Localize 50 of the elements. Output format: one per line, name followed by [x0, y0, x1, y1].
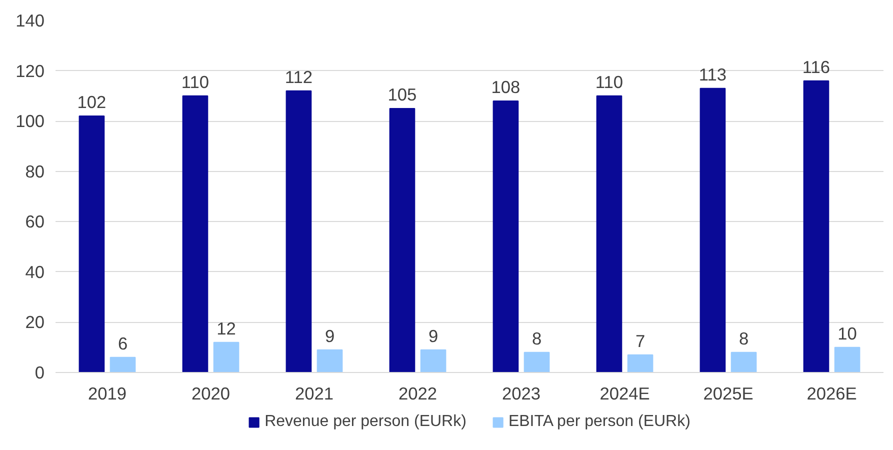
data-label: 110	[181, 72, 210, 92]
bar	[492, 100, 519, 372]
data-label: 12	[216, 318, 236, 338]
data-label: 9	[428, 326, 438, 346]
data-label: 112	[284, 66, 313, 87]
y-tick-label: 80	[25, 161, 45, 182]
x-tick-label: 2020	[191, 384, 230, 404]
bar	[182, 95, 208, 372]
data-label: 110	[595, 72, 624, 92]
bar	[700, 88, 726, 372]
bar	[420, 349, 446, 372]
x-tick-label: 2025E	[703, 384, 754, 404]
data-label: 9	[324, 326, 335, 346]
data-label: 8	[738, 328, 749, 348]
y-tick-label: 100	[16, 111, 45, 132]
bar	[286, 90, 312, 372]
data-label: 108	[491, 76, 520, 97]
bar	[78, 116, 105, 372]
x-tick-label: 2026E	[806, 384, 857, 404]
legend-label: Revenue per person (EURk)	[264, 413, 466, 431]
bar	[524, 352, 550, 372]
bar	[834, 346, 860, 372]
data-label: 113	[698, 64, 727, 84]
x-tick-label: 2019	[88, 384, 127, 404]
bar	[110, 356, 136, 372]
bar	[730, 352, 757, 372]
data-label: 7	[635, 330, 646, 351]
bar	[389, 108, 416, 372]
data-label: 6	[118, 333, 128, 354]
bar	[627, 354, 654, 372]
y-tick-label: 120	[16, 60, 45, 81]
data-label: 10	[838, 323, 857, 344]
data-label: 102	[77, 92, 106, 112]
bar	[213, 342, 240, 372]
data-label: 116	[802, 56, 830, 77]
data-label: 8	[532, 328, 542, 348]
y-tick-label: 40	[25, 262, 45, 282]
bar	[803, 80, 830, 372]
x-tick-label: 2022	[398, 384, 438, 404]
bar	[316, 349, 343, 372]
y-tick-label: 0	[34, 362, 45, 382]
x-tick-label: 2024E	[600, 384, 650, 404]
bar	[596, 95, 622, 372]
x-tick-label: 2021	[294, 384, 334, 404]
x-tick-label: 2023	[502, 384, 541, 404]
y-tick-label: 20	[25, 312, 45, 332]
y-tick-label: 140	[16, 10, 45, 30]
y-tick-label: 60	[25, 212, 45, 232]
data-label: 105	[388, 84, 417, 104]
legend-label: EBITA per person (EURk)	[508, 413, 690, 431]
